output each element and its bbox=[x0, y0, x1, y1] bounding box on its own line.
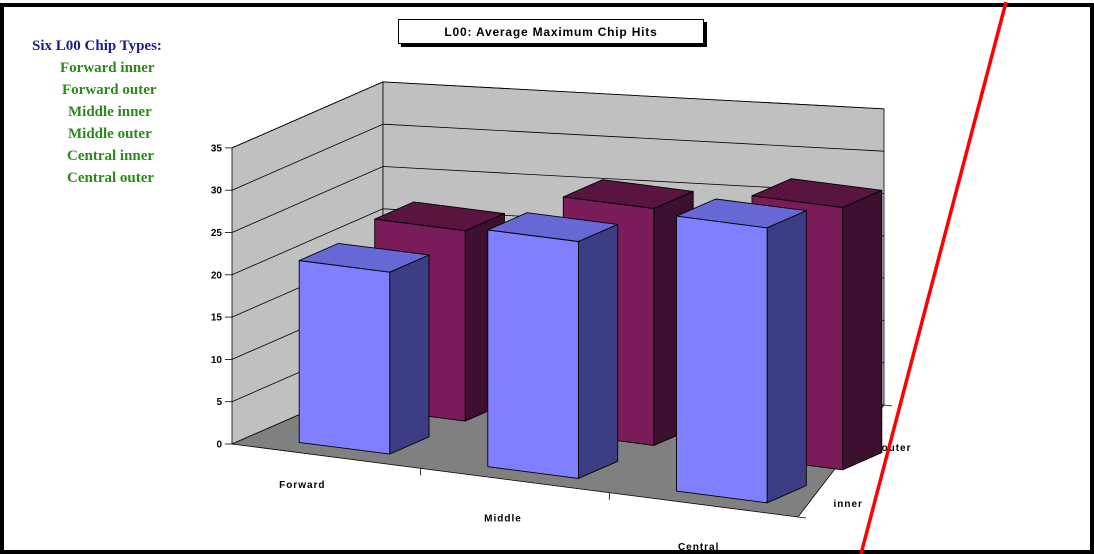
y-tick-label: 15 bbox=[211, 313, 223, 324]
depth-label: inner bbox=[834, 499, 863, 510]
chip-types-heading: Six L00 Chip Types: bbox=[32, 38, 162, 54]
gridline-30 bbox=[231, 123, 885, 191]
category-label: Middle bbox=[484, 514, 522, 525]
depth-tick bbox=[797, 516, 807, 519]
bar-inner-central bbox=[676, 198, 807, 504]
bar-top bbox=[751, 178, 883, 208]
y-tick-label: 0 bbox=[216, 440, 222, 451]
bar-top bbox=[676, 198, 807, 229]
bar-side bbox=[766, 210, 807, 504]
bar-top bbox=[374, 201, 505, 232]
y-tick-label: 20 bbox=[211, 270, 223, 281]
gridline-25 bbox=[231, 166, 885, 233]
bar-top bbox=[562, 179, 694, 209]
bar-top bbox=[298, 242, 430, 273]
y-tick-label: 30 bbox=[211, 186, 223, 197]
bar-top bbox=[487, 212, 619, 242]
depth-tick bbox=[883, 404, 893, 407]
chip-types-panel: Six L00 Chip Types: Forward inner Forwar… bbox=[32, 35, 232, 189]
bar-front bbox=[676, 215, 768, 504]
chart-title: L00: Average Maximum Chip Hits bbox=[398, 19, 704, 44]
red-marker-line bbox=[859, 1, 1008, 554]
bar-front bbox=[298, 260, 391, 455]
y-tick-label: 35 bbox=[211, 143, 223, 154]
chip-type-forward-outer: Forward outer bbox=[62, 82, 157, 98]
bar-side bbox=[577, 223, 619, 479]
category-label: Forward bbox=[279, 480, 325, 491]
chip-type-central-outer: Central outer bbox=[67, 170, 155, 186]
y-tick-label: 25 bbox=[211, 228, 223, 239]
bar-side bbox=[842, 189, 883, 471]
gridline-35 bbox=[231, 81, 885, 149]
bar-side bbox=[389, 254, 430, 455]
y-tick-label: 10 bbox=[211, 355, 223, 366]
bar-front bbox=[487, 229, 579, 479]
y-tick-label: 5 bbox=[216, 397, 222, 408]
category-label: Central bbox=[678, 542, 719, 553]
frame bbox=[0, 3, 1094, 554]
bar-inner-middle bbox=[487, 212, 619, 479]
bar-inner-forward bbox=[298, 242, 430, 455]
chip-type-middle-inner: Middle inner bbox=[68, 104, 152, 120]
chip-type-central-inner: Central inner bbox=[67, 148, 155, 164]
chip-type-middle-outer: Middle outer bbox=[68, 126, 152, 142]
depth-label: outer bbox=[882, 443, 912, 454]
chip-type-forward-inner: Forward inner bbox=[60, 60, 155, 76]
